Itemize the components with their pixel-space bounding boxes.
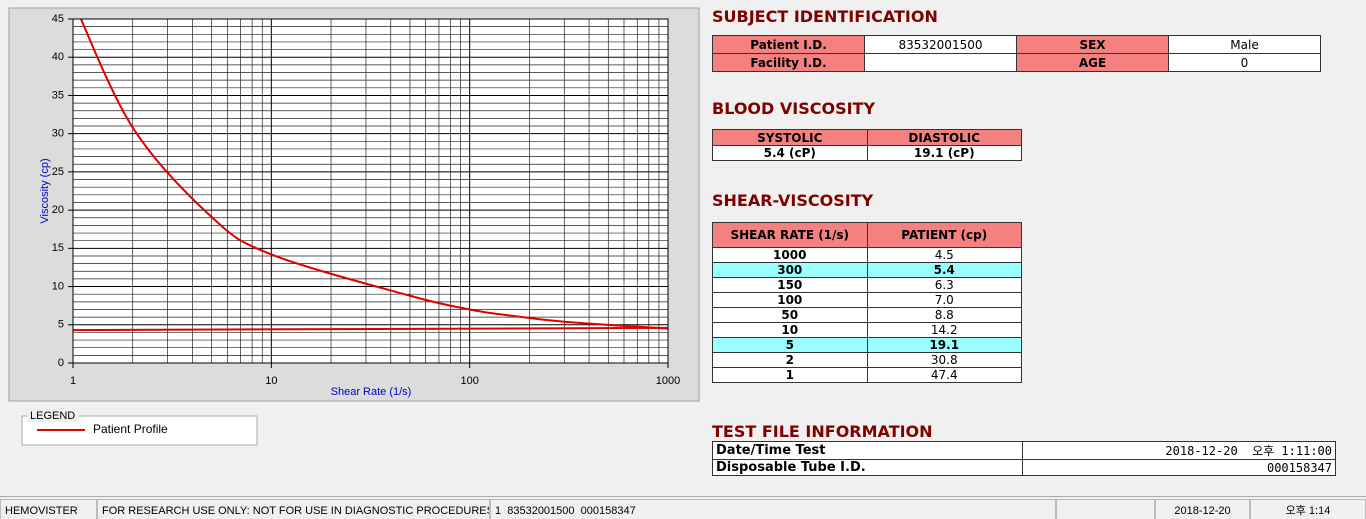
shear-viscosity-table: SHEAR RATE (1/s) PATIENT (cp) 1000 4.5 300 5.…	[712, 222, 1022, 383]
x-tick-label: 10	[265, 375, 277, 387]
table-cell: 5.4 (cP)	[712, 145, 868, 161]
table-row: 1 47.4	[712, 367, 1022, 383]
table-cell: 8.8	[866, 307, 1022, 323]
y-tick-label: 0	[58, 357, 64, 369]
table-cell: 300	[712, 262, 868, 278]
table-cell: 10	[712, 322, 868, 338]
x-tick-label: 1000	[656, 375, 680, 387]
subject-table: Patient I.D. 83532001500 SEX Male Facility I…	[712, 35, 1321, 72]
table-cell: 19.1 (cP)	[866, 145, 1022, 161]
table-row: Facility I.D. AGE 0	[712, 53, 1321, 72]
y-tick-label: 30	[52, 128, 64, 140]
y-axis-label: Viscosity (cp)	[39, 158, 51, 223]
table-cell: 000158347	[1022, 459, 1336, 476]
series-line	[79, 19, 668, 330]
table-cell: 4.5	[866, 247, 1022, 263]
table-cell: 50	[712, 307, 868, 323]
status-field	[1056, 499, 1155, 519]
table-cell: Facility I.D.	[712, 53, 865, 72]
table-row: Date/Time Test 2018-12-20 오후 1:11:00	[712, 441, 1336, 460]
table-cell: PATIENT (cp)	[866, 222, 1022, 248]
table-cell: AGE	[1016, 53, 1169, 72]
series-lines	[73, 19, 668, 332]
status-field: 오후 1:14	[1250, 499, 1366, 519]
table-cell: 1	[712, 367, 868, 383]
table-cell: 30.8	[866, 352, 1022, 368]
plot-border	[72, 18, 669, 364]
table-cell: 100	[712, 292, 868, 308]
table-cell: 83532001500	[864, 35, 1017, 54]
table-row: 150 6.3	[712, 277, 1022, 293]
x-tick-label: 1	[70, 375, 76, 387]
table-cell: SHEAR RATE (1/s)	[712, 222, 868, 248]
status-field: FOR RESEARCH USE ONLY: NOT FOR USE IN DI…	[97, 499, 490, 519]
table-cell: 2	[712, 352, 868, 368]
table-cell: Date/Time Test	[712, 441, 1023, 460]
test-file-table: Date/Time Test 2018-12-20 오후 1:11:00 Dispo…	[712, 441, 1336, 476]
section-title: BLOOD VISCOSITY	[712, 99, 876, 118]
table-row: 10 14.2	[712, 322, 1022, 338]
section-title: TEST FILE INFORMATION	[712, 422, 933, 441]
plot-area	[73, 19, 668, 363]
table-cell: 5	[712, 337, 868, 353]
x-tick-label: 100	[460, 375, 478, 387]
table-cell: 5.4	[866, 262, 1022, 278]
status-field: 1 83532001500 000158347	[490, 499, 1056, 519]
table-row: Patient I.D. 83532001500 SEX Male	[712, 35, 1321, 54]
x-axis-label: Shear Rate (1/s)	[331, 386, 412, 398]
table-row: 300 5.4	[712, 262, 1022, 278]
y-tick-label: 45	[52, 13, 64, 25]
blood-viscosity-table: SYSTOLIC DIASTOLIC 5.4 (cP) 19.1 (cP)	[712, 129, 1022, 161]
table-cell: DIASTOLIC	[866, 129, 1022, 146]
status-bar: HEMOVISTER FOR RESEARCH USE ONLY: NOT FO…	[0, 496, 1366, 519]
y-tick-label: 25	[52, 166, 64, 178]
table-cell	[864, 53, 1017, 72]
legend: Patient Profile	[37, 422, 168, 436]
y-tick-label: 15	[52, 242, 64, 254]
table-cell: 1000	[712, 247, 868, 263]
table-cell: Male	[1168, 35, 1321, 54]
table-row: 50 8.8	[712, 307, 1022, 323]
table-row: 2 30.8	[712, 352, 1022, 368]
table-cell: SYSTOLIC	[712, 129, 868, 146]
table-cell: SEX	[1016, 35, 1169, 54]
y-tick-label: 10	[52, 280, 64, 292]
table-cell: 2018-12-20 오후 1:11:00	[1022, 441, 1336, 460]
y-tick-label: 40	[52, 51, 64, 63]
series-line	[73, 326, 668, 332]
table-cell: Patient I.D.	[712, 35, 865, 54]
legend-title-bg	[27, 409, 79, 422]
table-row: Disposable Tube I.D. 000158347	[712, 459, 1336, 476]
legend-label: Patient Profile	[93, 422, 168, 436]
status-field: HEMOVISTER	[0, 499, 97, 519]
table-cell: 7.0	[866, 292, 1022, 308]
table-cell: Disposable Tube I.D.	[712, 459, 1023, 476]
table-row: SYSTOLIC DIASTOLIC	[712, 129, 1022, 146]
table-row: 100 7.0	[712, 292, 1022, 308]
table-cell: 0	[1168, 53, 1321, 72]
table-cell: 6.3	[866, 277, 1022, 293]
table-cell: 47.4	[866, 367, 1022, 383]
section-title: SUBJECT IDENTIFICATION	[712, 7, 938, 26]
table-cell: 150	[712, 277, 868, 293]
table-cell: 14.2	[866, 322, 1022, 338]
y-tick-label: 5	[58, 319, 64, 331]
table-row: 5 19.1	[712, 337, 1022, 353]
chart: Shear Rate (1/s) Viscosity (cp) LEGEND P…	[8, 7, 700, 446]
table-cell: 19.1	[866, 337, 1022, 353]
legend-title: LEGEND	[30, 410, 75, 422]
section-title: SHEAR-VISCOSITY	[712, 191, 874, 210]
status-field: 2018-12-20	[1155, 499, 1250, 519]
y-tick-label: 20	[52, 204, 64, 216]
table-row: SHEAR RATE (1/s) PATIENT (cp)	[712, 222, 1022, 248]
table-row: 1000 4.5	[712, 247, 1022, 263]
table-row: 5.4 (cP) 19.1 (cP)	[712, 145, 1022, 161]
y-tick-label: 35	[52, 89, 64, 101]
